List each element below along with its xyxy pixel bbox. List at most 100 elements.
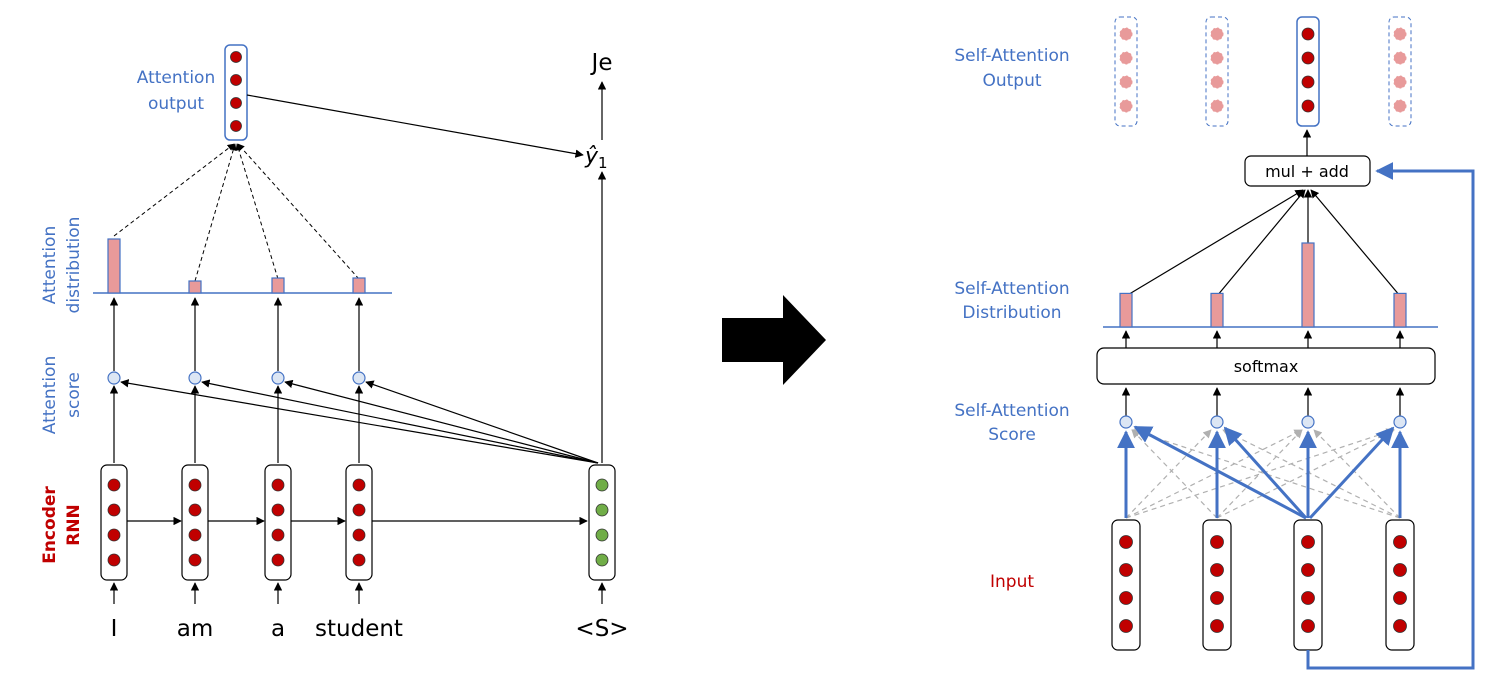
input-vector: [1202, 519, 1232, 651]
svg-text:score: score: [64, 372, 84, 418]
neuron: [352, 528, 366, 542]
score-node: [271, 371, 285, 385]
self-attention-output-label: Self-Attention: [954, 46, 1069, 66]
encoder-rnn-label: Encoder RNN: [40, 486, 84, 564]
neuron: [1210, 51, 1224, 65]
neuron: [1301, 535, 1315, 549]
encoder-rnn: [100, 464, 373, 581]
faded-output-vector: [1388, 16, 1412, 127]
neuron: [271, 528, 285, 542]
neuron: [1210, 563, 1224, 577]
svg-text:Attention: Attention: [40, 226, 60, 304]
neuron: [1301, 27, 1315, 41]
encoder-state: [264, 464, 292, 581]
score-node: [352, 371, 366, 385]
neuron: [1393, 535, 1407, 549]
attention-weights-lines: [113, 143, 360, 282]
self-score-node: [1393, 415, 1407, 429]
prediction-y-hat: ŷ1: [584, 144, 608, 172]
self-attention-bar: [1119, 292, 1133, 328]
pairwise-score-lines: [1125, 428, 1401, 519]
neuron: [352, 478, 366, 492]
right-diagram: Self-Attention Output Self-Attention Dis…: [954, 16, 1475, 670]
self-attention-bar: [1210, 292, 1224, 328]
neuron: [595, 503, 609, 517]
attention-bar: [107, 238, 121, 294]
neuron: [1119, 563, 1133, 577]
neuron: [230, 74, 242, 86]
neuron: [1119, 75, 1133, 89]
neuron: [1301, 99, 1315, 113]
neuron: [1210, 75, 1224, 89]
neuron: [230, 120, 242, 132]
transition-arrow-icon: [722, 295, 826, 385]
input-word: am: [177, 616, 214, 642]
neuron: [1119, 51, 1133, 65]
decoder-input-word: <S>: [575, 616, 628, 642]
neuron: [1210, 619, 1224, 633]
svg-text:distribution: distribution: [64, 217, 84, 314]
neuron: [595, 528, 609, 542]
attention-bar: [352, 277, 366, 294]
encoder-state: [345, 464, 373, 581]
input-label: Input: [990, 572, 1034, 592]
attention-distribution-label: Attention distribution: [40, 217, 84, 314]
svg-text:Attention: Attention: [40, 356, 60, 434]
attention-bar: [188, 280, 202, 294]
neuron: [1119, 591, 1133, 605]
neuron: [595, 553, 609, 567]
neuron: [1393, 619, 1407, 633]
neuron: [271, 503, 285, 517]
softmax-box: [1096, 347, 1436, 385]
attention-output-label-2: output: [148, 94, 204, 114]
faded-output-vector: [1205, 16, 1229, 127]
neuron: [1393, 99, 1407, 113]
attention-bar: [271, 277, 285, 294]
score-node: [188, 371, 202, 385]
input-vector: [1111, 519, 1141, 651]
self-attention-output-label-2: Output: [982, 71, 1041, 91]
self-attention-outputs: [1114, 16, 1412, 127]
mul-add-label: mul + add: [1265, 162, 1349, 181]
neuron: [1301, 51, 1315, 65]
neuron: [230, 97, 242, 109]
input-word: student: [315, 616, 403, 642]
neuron: [595, 478, 609, 492]
neuron: [352, 503, 366, 517]
neuron: [188, 553, 202, 567]
neuron: [1210, 535, 1224, 549]
neuron: [230, 51, 242, 63]
neuron: [1393, 51, 1407, 65]
softmax-label: softmax: [1234, 357, 1299, 376]
attention-output-vector: [224, 44, 248, 141]
neuron: [188, 528, 202, 542]
svg-text:RNN: RNN: [64, 504, 84, 546]
svg-text:Encoder: Encoder: [40, 486, 60, 564]
neuron: [1301, 619, 1315, 633]
neuron: [1301, 75, 1315, 89]
score-node: [107, 371, 121, 385]
neuron: [188, 503, 202, 517]
neuron: [1393, 591, 1407, 605]
query-score-lines: [1117, 425, 1409, 520]
neuron: [271, 478, 285, 492]
neuron: [1119, 99, 1133, 113]
neuron: [107, 553, 121, 567]
self-attention-bar: [1393, 292, 1407, 328]
attention-score-label: Attention score: [40, 356, 84, 434]
neuron: [1210, 99, 1224, 113]
self-score-node: [1119, 415, 1133, 429]
neuron: [1301, 591, 1315, 605]
neuron: [107, 528, 121, 542]
neuron: [1393, 563, 1407, 577]
left-diagram: Attention output Attention distribution …: [40, 44, 629, 642]
neuron: [107, 503, 121, 517]
neuron: [1119, 619, 1133, 633]
encoder-state: [181, 464, 209, 581]
mul-add-box: [1244, 155, 1371, 187]
faded-output-vector: [1114, 16, 1138, 127]
self-attention-score-label-2: Score: [988, 425, 1036, 445]
self-attention-output-vector: [1296, 16, 1320, 127]
self-attention-distribution-label-2: Distribution: [962, 303, 1061, 323]
